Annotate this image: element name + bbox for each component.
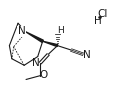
- Text: Cl: Cl: [97, 9, 108, 19]
- Text: N: N: [32, 58, 40, 68]
- Polygon shape: [26, 32, 43, 42]
- Polygon shape: [43, 41, 58, 47]
- Text: N: N: [83, 50, 91, 60]
- Text: H: H: [94, 15, 101, 26]
- Text: N: N: [18, 26, 26, 36]
- Text: O: O: [40, 70, 48, 80]
- Text: H: H: [57, 26, 64, 35]
